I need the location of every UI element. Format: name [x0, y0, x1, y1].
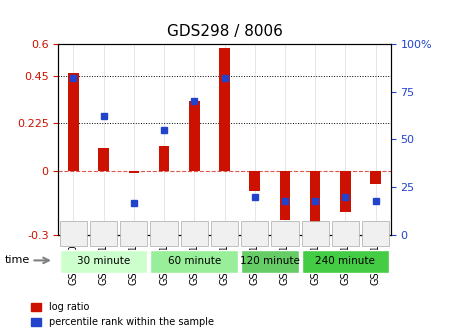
- FancyBboxPatch shape: [60, 250, 147, 272]
- FancyBboxPatch shape: [150, 221, 178, 246]
- Text: 120 minute: 120 minute: [240, 256, 300, 266]
- FancyBboxPatch shape: [302, 250, 389, 272]
- Text: 30 minute: 30 minute: [77, 256, 130, 266]
- Bar: [189, 101, 199, 171]
- Bar: [370, 171, 381, 184]
- FancyBboxPatch shape: [120, 221, 147, 246]
- Text: 60 minute: 60 minute: [167, 256, 221, 266]
- Text: GDS298 / 8006: GDS298 / 8006: [167, 24, 282, 39]
- Bar: [340, 171, 351, 212]
- FancyBboxPatch shape: [180, 221, 208, 246]
- Bar: [98, 148, 109, 171]
- Bar: [68, 74, 79, 171]
- Text: 240 minute: 240 minute: [315, 256, 375, 266]
- FancyBboxPatch shape: [362, 221, 389, 246]
- FancyBboxPatch shape: [302, 221, 329, 246]
- FancyBboxPatch shape: [60, 221, 87, 246]
- FancyBboxPatch shape: [90, 221, 117, 246]
- Bar: [128, 171, 139, 173]
- Bar: [219, 48, 230, 171]
- FancyBboxPatch shape: [150, 250, 238, 272]
- FancyBboxPatch shape: [211, 221, 238, 246]
- Bar: [310, 171, 321, 250]
- FancyBboxPatch shape: [241, 250, 299, 272]
- Text: time: time: [4, 255, 30, 265]
- Bar: [280, 171, 290, 220]
- Bar: [159, 146, 169, 171]
- FancyBboxPatch shape: [332, 221, 359, 246]
- FancyBboxPatch shape: [241, 221, 269, 246]
- Legend: log ratio, percentile rank within the sample: log ratio, percentile rank within the sa…: [27, 298, 218, 331]
- FancyBboxPatch shape: [271, 221, 299, 246]
- Bar: [250, 171, 260, 191]
